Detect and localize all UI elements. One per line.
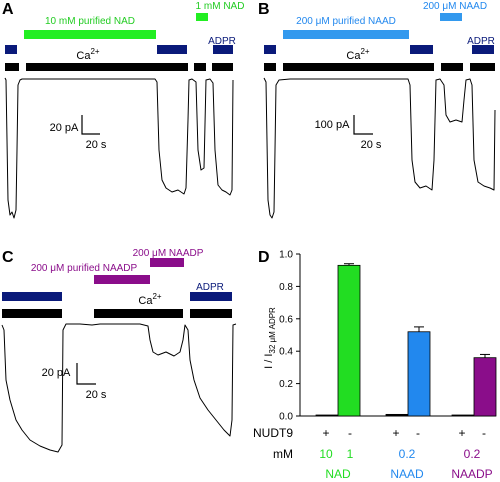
- ca-label-b: Ca2+: [346, 47, 370, 62]
- conc-nad-1: 1: [347, 447, 354, 461]
- nad-purified-bar: [24, 30, 156, 39]
- ca-bar-b4: [470, 63, 495, 71]
- plus-naad: +: [392, 426, 399, 440]
- panel-a: A 10 mM purified NAD 1 mM NAD ADPR Ca2+ …: [2, 1, 245, 219]
- bar-4: [451, 414, 475, 417]
- bar-2: [385, 413, 409, 417]
- bar-1: [337, 264, 361, 417]
- adpr-bar-c2: [190, 292, 232, 301]
- panel-d: D 0.0 0.2 0.4 0.6 0.8 1.0 I / I32 μM ADPR NUD…: [253, 249, 497, 481]
- group-name-nad: NAD: [325, 467, 351, 481]
- naad-200-label: 200 μM NAAD: [423, 1, 487, 12]
- current-trace-a: [4, 77, 234, 219]
- y-tick-label-5: 1.0: [279, 250, 293, 261]
- adpr-bar-b2: [410, 45, 433, 54]
- nudt9-label: NUDT9: [253, 426, 293, 440]
- ca-bar-b3: [441, 63, 463, 71]
- ca-bar-a4: [212, 63, 233, 71]
- ca-bar-b2: [283, 63, 434, 71]
- adpr-label-a: ADPR: [208, 36, 236, 47]
- adpr-bar-a2: [157, 45, 187, 54]
- y-tick-label-2: 0.4: [279, 347, 293, 358]
- nad-1mm-bar: [196, 13, 208, 21]
- scale-x-c: 20 s: [86, 389, 107, 401]
- scale-x-a: 20 s: [86, 139, 107, 151]
- conc-naadp: 0.2: [464, 447, 481, 461]
- adpr-bar-c1: [2, 292, 62, 301]
- scale-bar-c: [76, 363, 96, 385]
- ca-bar-a2: [26, 63, 188, 71]
- y-tick-label-3: 0.6: [279, 314, 293, 325]
- bar-3: [407, 331, 431, 417]
- y-axis-label: I / I32 μM ADPR: [263, 307, 277, 369]
- panel-c-label: C: [2, 249, 14, 266]
- current-trace-c: [1, 323, 237, 453]
- scale-x-b: 20 s: [361, 139, 382, 151]
- mm-label: mM: [273, 447, 293, 461]
- ca-bar-c1: [2, 309, 62, 318]
- nad-purified-label: 10 mM purified NAD: [45, 16, 135, 27]
- conc-naad: 0.2: [399, 447, 416, 461]
- panel-d-label: D: [258, 249, 270, 266]
- naad-200-bar: [440, 13, 462, 21]
- group-name-naad: NAAD: [390, 467, 424, 481]
- adpr-label-b: ADPR: [467, 36, 495, 47]
- panel-c: C 200 μM NAADP 200 μM purified NAADP ADP…: [1, 248, 237, 453]
- y-tick-label-1: 0.2: [279, 379, 293, 390]
- scale-y-b: 100 pA: [315, 119, 351, 131]
- group-name-naadp: NAADP: [451, 467, 492, 481]
- naad-purified-bar: [283, 30, 409, 39]
- naadp-200-bar: [150, 258, 184, 267]
- adpr-bar-b3: [472, 45, 494, 54]
- scale-y-c: 20 pA: [42, 367, 71, 379]
- y-ticks: 0.0 0.2 0.4 0.6 0.8 1.0: [279, 250, 300, 423]
- ca-bar-a3: [194, 63, 206, 71]
- ca-bar-c2: [94, 309, 183, 318]
- minus-naad: -: [416, 426, 420, 440]
- scale-y-a: 20 pA: [50, 122, 79, 134]
- adpr-label-c: ADPR: [196, 282, 224, 293]
- adpr-bar-a1: [5, 45, 17, 54]
- minus-nad: -: [348, 426, 352, 440]
- ca-label-c: Ca2+: [138, 292, 162, 307]
- ca-label-a: Ca2+: [76, 47, 100, 62]
- naadp-200-label: 200 μM NAADP: [133, 248, 204, 259]
- ca-bar-c3: [190, 309, 232, 318]
- adpr-bar-a3: [213, 45, 233, 54]
- naad-purified-label: 200 μM purified NAAD: [296, 16, 396, 27]
- plus-naadp: +: [458, 426, 465, 440]
- naadp-purified-bar: [94, 275, 150, 284]
- adpr-bar-b1: [264, 45, 276, 54]
- panel-b: B 200 μM purified NAAD 200 μM NAAD ADPR …: [258, 1, 496, 219]
- scale-bar-b: [353, 115, 373, 135]
- y-tick-label-4: 0.8: [279, 282, 293, 293]
- ca-bar-a1: [5, 63, 19, 71]
- panel-b-label: B: [258, 1, 270, 18]
- y-tick-label-0: 0.0: [279, 412, 293, 423]
- panel-a-label: A: [2, 1, 14, 18]
- nad-1mm-label: 1 mM NAD: [196, 1, 245, 12]
- minus-naadp: -: [482, 426, 486, 440]
- conc-nad-10: 10: [319, 447, 333, 461]
- plus-nad: +: [322, 426, 329, 440]
- scale-bar-a: [81, 115, 100, 135]
- naadp-purified-label: 200 μM purified NAADP: [31, 263, 138, 274]
- bar-5: [473, 357, 497, 417]
- current-trace-b: [263, 77, 496, 219]
- ca-bar-b1: [264, 63, 276, 71]
- bar-0: [315, 414, 339, 417]
- bars: [315, 263, 497, 417]
